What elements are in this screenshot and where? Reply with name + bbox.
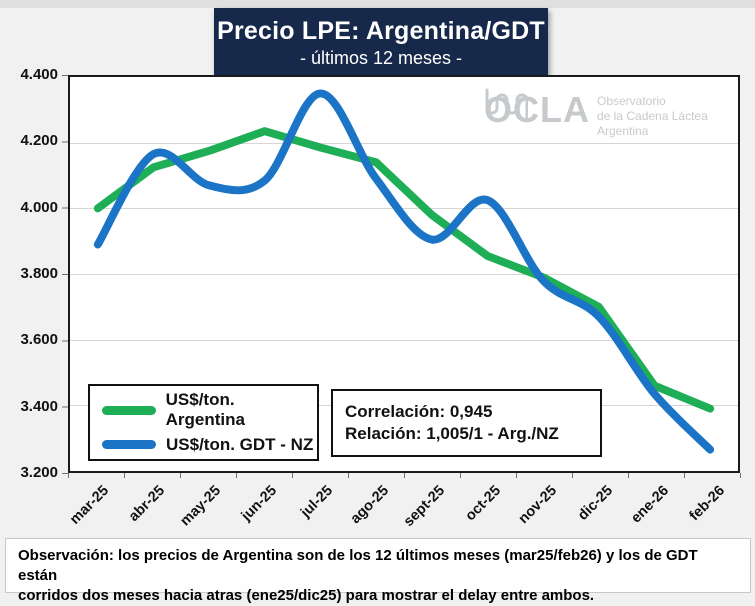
gdt-nz-line-series xyxy=(93,89,715,454)
stats-box: Correlación: 0,945 Relación: 1,005/1 - A… xyxy=(331,389,602,457)
x-axis-label: oct-25 xyxy=(462,482,505,525)
observation-line1: Observación: los precios de Argentina so… xyxy=(18,547,698,584)
x-axis-ticks xyxy=(68,473,742,478)
gridline xyxy=(70,339,738,341)
series-canvas xyxy=(93,89,715,454)
x-axis-label: feb-26 xyxy=(686,482,729,525)
correlation-value: Correlación: 0,945 xyxy=(345,402,493,421)
legend-label-argentina: US$/ton. Argentina xyxy=(165,390,245,430)
observation-line2: corridos dos meses hacia atras (ene25/di… xyxy=(18,587,595,604)
y-axis-ticks xyxy=(62,75,68,475)
x-axis-label: abr-25 xyxy=(125,482,169,525)
x-axis-label: dic-25 xyxy=(575,482,617,524)
window-top-strip xyxy=(0,0,755,8)
y-axis-label: 3.400 xyxy=(20,398,58,415)
ocla-tagline: Observatorio de la Cadena Láctea Argenti… xyxy=(597,94,708,139)
x-axis-label: ago-25 xyxy=(347,482,393,528)
gridline xyxy=(70,208,738,210)
y-axis-label: 4.000 xyxy=(20,199,58,216)
chart-title: Precio LPE: Argentina/GDT xyxy=(217,17,545,45)
ocla-tagline-line3: Argentina xyxy=(597,124,649,138)
ocla-tagline-line2: de la Cadena Láctea xyxy=(597,108,708,123)
gridline xyxy=(70,274,738,275)
y-axis-label: 3.200 xyxy=(20,464,58,481)
y-axis-label: 3.800 xyxy=(20,265,58,282)
observation-note: Observación: los precios de Argentina so… xyxy=(5,538,751,604)
gdt-line-swatch xyxy=(102,440,156,450)
ocla-tagline-line1: Observatorio xyxy=(597,94,666,108)
ocla-squiggle-icon xyxy=(485,88,528,120)
legend-item-gdt: US$/ton. GDT - NZ xyxy=(102,435,317,455)
x-axis-label: mar-25 xyxy=(67,482,113,528)
x-axis-label: sept-25 xyxy=(400,482,449,530)
x-axis-label: jun-25 xyxy=(238,482,281,525)
y-axis-label: 3.600 xyxy=(20,331,58,348)
y-axis-label: 4.400 xyxy=(20,66,58,83)
chart-title-box: Precio LPE: Argentina/GDT - últimos 12 m… xyxy=(214,8,548,78)
x-axis-label: ene-26 xyxy=(628,482,673,527)
gridline xyxy=(70,142,738,144)
relation-value: Relación: 1,005/1 - Arg./NZ xyxy=(345,424,559,443)
argentina-line-swatch xyxy=(102,405,156,415)
ocla-logo: OCLA Observatorio de la Cadena Láctea Ar… xyxy=(484,88,708,139)
argentina-line-series xyxy=(93,127,715,413)
chart-legend: US$/ton. Argentina US$/ton. GDT - NZ xyxy=(88,384,319,461)
x-axis-label: jul-25 xyxy=(297,482,337,521)
legend-item-argentina: US$/ton. Argentina xyxy=(102,390,317,430)
y-axis-label: 4.200 xyxy=(20,132,58,149)
chart-subtitle: - últimos 12 meses - xyxy=(299,48,463,68)
legend-label-gdt: US$/ton. GDT - NZ xyxy=(166,434,314,454)
x-axis-label: may-25 xyxy=(177,482,225,530)
x-axis-label: nov-25 xyxy=(515,482,561,528)
